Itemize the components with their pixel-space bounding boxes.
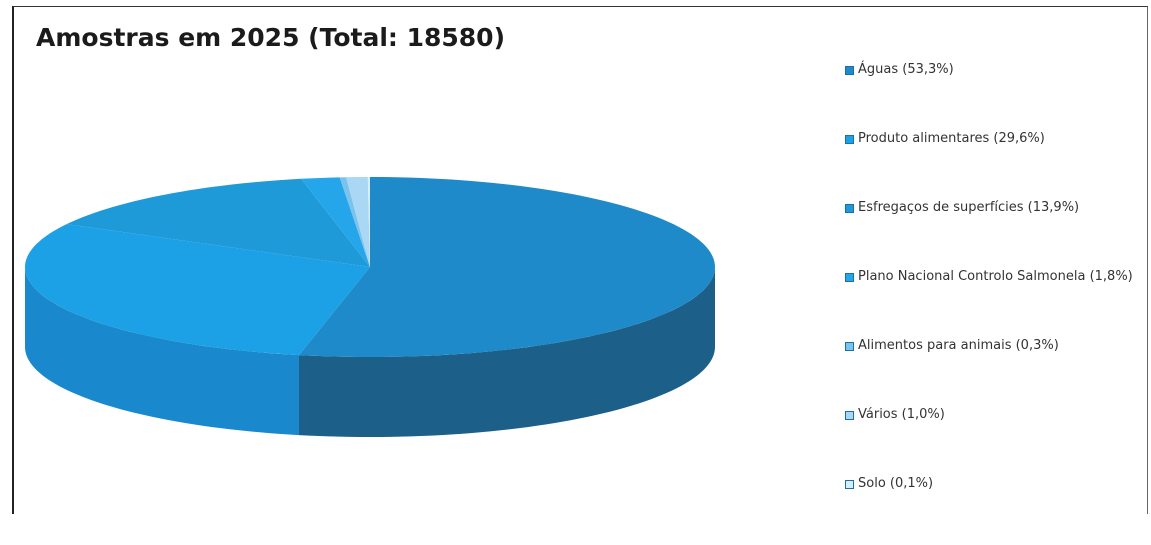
legend-label: Alimentos para animais (0,3%) bbox=[858, 338, 1059, 353]
legend-item: Esfregaços de superfícies (13,9%) bbox=[845, 200, 1145, 218]
pie-side-walls bbox=[25, 267, 715, 437]
legend-swatch bbox=[845, 342, 854, 351]
pie-slice-3 bbox=[301, 177, 370, 267]
pie-slice-4 bbox=[339, 177, 370, 267]
legend-label: Plano Nacional Controlo Salmonela (1,8%) bbox=[858, 269, 1133, 284]
legend-item: Vários (1,0%) bbox=[845, 407, 1145, 425]
legend-label: Águas (53,3%) bbox=[858, 62, 954, 77]
pie-slice-5 bbox=[346, 177, 370, 267]
legend-item: Produto alimentares (29,6%) bbox=[845, 131, 1145, 149]
chart-title: Amostras em 2025 (Total: 18580) bbox=[36, 23, 506, 52]
pie-slice-1 bbox=[25, 224, 371, 356]
pie-side-1 bbox=[25, 267, 299, 436]
legend-item: Solo (0,1%) bbox=[845, 476, 1145, 494]
legend-label: Vários (1,0%) bbox=[858, 407, 945, 422]
legend-label: Produto alimentares (29,6%) bbox=[858, 131, 1045, 146]
chart-legend: Águas (53,3%) Produto alimentares (29,6%)… bbox=[845, 62, 1145, 545]
legend-swatch bbox=[845, 66, 854, 75]
pie-slice-6 bbox=[367, 177, 370, 267]
legend-swatch bbox=[845, 273, 854, 282]
legend-swatch bbox=[845, 411, 854, 420]
pie-top-faces bbox=[25, 177, 715, 357]
legend-swatch bbox=[845, 480, 854, 489]
legend-swatch bbox=[845, 135, 854, 144]
pie-side-0 bbox=[298, 267, 715, 437]
pie-slice-2 bbox=[66, 178, 370, 267]
legend-item: Alimentos para animais (0,3%) bbox=[845, 338, 1145, 356]
legend-swatch bbox=[845, 204, 854, 213]
legend-item: Plano Nacional Controlo Salmonela (1,8%) bbox=[845, 269, 1145, 287]
legend-label: Esfregaços de superfícies (13,9%) bbox=[858, 200, 1080, 215]
legend-item: Águas (53,3%) bbox=[845, 62, 1145, 80]
legend-label: Solo (0,1%) bbox=[858, 476, 934, 491]
pie-chart bbox=[25, 177, 715, 437]
pie-slice-0 bbox=[298, 177, 715, 357]
